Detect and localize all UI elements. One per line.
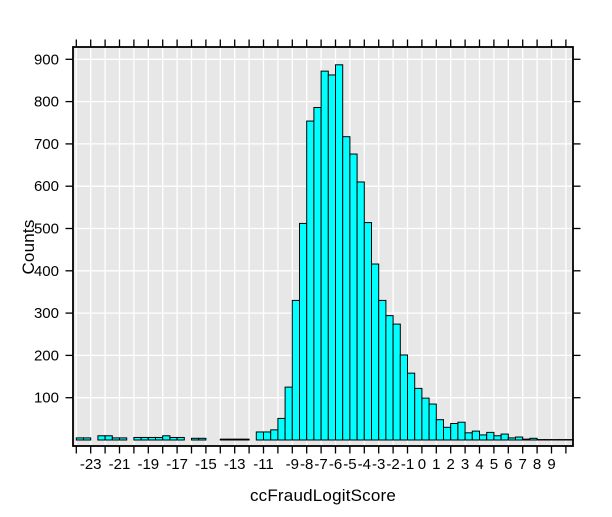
x-tick-label: -21 (109, 456, 131, 473)
x-tick-label: -4 (358, 456, 371, 473)
histogram-bar (435, 419, 444, 441)
histogram-bar (291, 299, 300, 441)
histogram-bar (399, 354, 408, 441)
y-tick-label: 300 (34, 305, 59, 322)
histogram-bar (450, 423, 459, 441)
histogram-bar (155, 436, 164, 441)
histogram-bar (507, 437, 516, 441)
x-tick-label: -15 (195, 456, 217, 473)
x-tick-label: -23 (80, 456, 102, 473)
histogram-bar (392, 323, 401, 441)
y-tick-label: 900 (34, 51, 59, 68)
x-tick-label: 4 (475, 456, 483, 473)
x-tick-label: 9 (547, 456, 555, 473)
x-tick-label: 0 (418, 456, 426, 473)
histogram-bar (529, 437, 538, 441)
histogram-bar (342, 136, 351, 441)
histogram-bar (500, 433, 509, 441)
histogram-bar (75, 437, 85, 441)
histogram-bar (241, 438, 250, 441)
histogram-bar (428, 403, 437, 441)
histogram-bar (349, 153, 358, 441)
x-tick-label: -9 (286, 456, 299, 473)
histogram-bar (255, 431, 264, 441)
y-tick-label: 100 (34, 390, 59, 407)
histogram-bar (234, 438, 243, 441)
x-tick-label: -7 (314, 456, 327, 473)
histogram-bar (83, 437, 92, 441)
histogram-bar (486, 431, 495, 441)
x-tick-label: -19 (137, 456, 159, 473)
x-tick-label: -3 (372, 456, 385, 473)
histogram-bar (277, 417, 286, 441)
histogram-bar (356, 181, 365, 441)
histogram-bar (191, 437, 200, 441)
x-tick-label: -11 (253, 456, 274, 473)
x-axis-title: ccFraudLogitScore (249, 486, 397, 505)
y-axis-title: Counts (19, 219, 38, 275)
histogram-bar (306, 120, 315, 441)
histogram-bar (284, 386, 293, 441)
plot-border (72, 46, 574, 447)
y-tick-label: 800 (34, 94, 59, 111)
histogram-bar (198, 437, 207, 441)
histogram-bar (385, 315, 394, 441)
histogram-bar (147, 436, 157, 441)
x-tick-label: -13 (224, 456, 246, 473)
histogram-bar (471, 430, 480, 441)
x-tick-label: -17 (166, 456, 188, 473)
histogram-bar (176, 436, 185, 441)
histogram-bar (299, 222, 308, 441)
histogram-bar (133, 436, 142, 441)
histogram-bar (371, 263, 380, 441)
histogram-bar (227, 438, 236, 441)
histogram-bar (97, 435, 106, 441)
histogram-bar (414, 387, 423, 441)
histogram-bar (119, 437, 128, 441)
histogram-bar (111, 437, 121, 441)
x-tick-label: -5 (343, 456, 356, 473)
x-tick-label: -1 (401, 456, 414, 473)
histogram-bar (421, 397, 430, 441)
y-tick-label: 700 (34, 136, 59, 153)
histogram-bar (327, 74, 336, 441)
y-tick-label: 500 (34, 221, 59, 238)
x-tick-label: 8 (533, 456, 541, 473)
y-tick-label: 400 (34, 263, 59, 280)
x-tick-label: -6 (329, 456, 342, 473)
histogram-bar (378, 299, 387, 441)
histogram-bar (270, 429, 279, 441)
histogram-bar (443, 426, 452, 441)
histogram-bar (219, 438, 229, 441)
histogram-bar (522, 438, 531, 441)
x-tick-label: -8 (300, 456, 313, 473)
histogram-bar (493, 435, 502, 441)
histogram-bar (457, 421, 466, 441)
histogram-bar (515, 436, 524, 441)
histogram-bar (363, 222, 372, 441)
histogram-bar (140, 436, 149, 441)
x-tick-label: 7 (519, 456, 527, 473)
histogram-bar (335, 64, 344, 441)
histogram-bar (104, 435, 113, 441)
histogram-bar (162, 435, 171, 441)
y-tick-label: 200 (34, 347, 59, 364)
x-tick-label: 5 (490, 456, 498, 473)
histogram-bar (407, 372, 416, 441)
histogram-bar (464, 432, 473, 441)
histogram-bar (169, 436, 178, 441)
y-tick-label: 600 (34, 178, 59, 195)
histogram-bar (263, 431, 272, 441)
histogram-bar (313, 107, 322, 441)
histogram-bar (320, 70, 329, 441)
x-tick-label: 6 (504, 456, 512, 473)
x-tick-label: -2 (386, 456, 399, 473)
x-tick-label: 2 (447, 456, 455, 473)
x-tick-label: 1 (432, 456, 440, 473)
x-tick-label: 3 (461, 456, 469, 473)
histogram-bar (479, 434, 488, 441)
